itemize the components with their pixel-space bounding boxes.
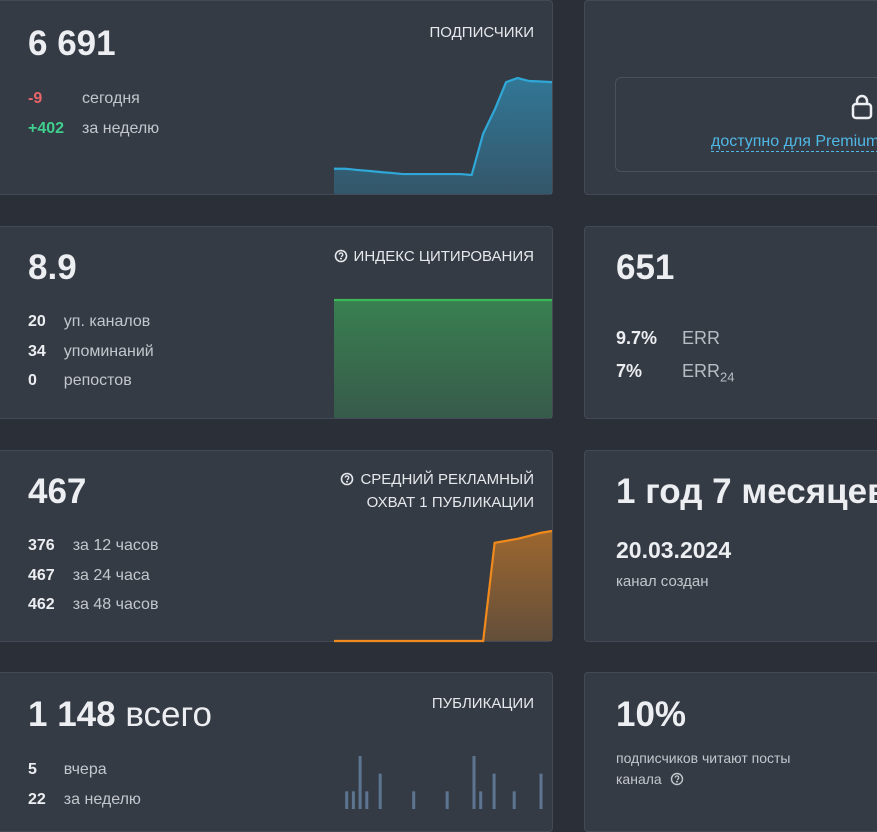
stat-value: 5: [28, 761, 37, 778]
card: [0, 450, 553, 642]
sparkline-bar: [378, 773, 382, 809]
value: 8.9: [28, 248, 77, 287]
stat-text: уп. каналов: [63, 313, 151, 330]
premium-link[interactable]: доступно для Premium: [711, 133, 877, 152]
sparkline-bar: [445, 791, 449, 809]
stats: 5 вчера 22 за неделю: [28, 759, 141, 810]
card: [584, 672, 877, 832]
stat-value: 20: [28, 313, 46, 330]
stat-value: 467: [28, 566, 55, 584]
value: 1 148 всего: [28, 697, 212, 732]
sparkline-bar: [412, 791, 416, 809]
sparkline-bar: [472, 756, 476, 809]
stat-text: за 48 часов: [72, 596, 159, 613]
stat-text: сегодня: [82, 90, 140, 107]
err-label: ERR: [682, 328, 721, 348]
err-label-sub: 24: [720, 369, 735, 385]
card: [584, 226, 877, 419]
card: [584, 0, 877, 195]
lock-icon: [851, 94, 873, 120]
card-label: ПУБЛИКАЦИИ: [431, 695, 534, 712]
caption: подписчиков читают посты канала: [616, 748, 831, 790]
stat-value: -9: [28, 90, 43, 107]
card: [584, 450, 877, 642]
sparkline-area: [334, 78, 552, 194]
card-label: ИНДЕКС ЦИТИРОВАНИЯ: [334, 245, 534, 268]
stat-value: 22: [28, 790, 46, 808]
sparkline-bar: [365, 791, 369, 809]
sparkline-bar: [492, 773, 496, 809]
help-icon[interactable]: [340, 472, 354, 486]
err-value: 9.7%: [616, 328, 658, 348]
value: 1 год 7 месяцев: [616, 472, 877, 511]
err-label-text: ERR: [682, 361, 721, 381]
card-label: ПОДПИСЧИКИ: [429, 24, 534, 41]
stat-text: вчера: [63, 761, 107, 778]
value-number: 1 148: [28, 695, 116, 734]
card-label: СРЕДНИЙ РЕКЛАМНЫЙ ОХВАТ 1 ПУБЛИКАЦИИ: [340, 468, 534, 514]
err-rows: 9.7% ERR 7% ERR24: [616, 327, 734, 389]
value-unit: всего: [125, 695, 212, 734]
stat-value: +402: [28, 119, 65, 137]
value: 467: [28, 472, 87, 511]
date: 20.03.2024: [616, 537, 732, 563]
sparkline-line: [334, 529, 553, 643]
stat-value: 0: [28, 372, 37, 389]
help-icon[interactable]: [334, 249, 348, 263]
stat-text: за 12 часов: [72, 537, 159, 554]
stat-text: за неделю: [82, 119, 160, 137]
stat-value: 462: [28, 596, 55, 613]
sparkline-bar: [479, 791, 483, 809]
sparkline-bar: [358, 756, 362, 809]
stats: -9 сегодня +402 за неделю: [28, 88, 159, 139]
card: [0, 0, 553, 195]
err-value: 7%: [616, 361, 643, 381]
stat-text: за неделю: [63, 790, 141, 808]
stats: 20 уп. каналов 34 упоминаний 0 репостов: [28, 311, 154, 392]
label-text: ИНДЕКС ЦИТИРОВАНИЯ: [353, 248, 534, 265]
sparkline-bar: [512, 791, 516, 809]
value: 651: [616, 248, 675, 287]
sparkline-line: [334, 76, 553, 177]
premium-box: [615, 77, 877, 172]
value: 10%: [616, 695, 687, 734]
stat-text: репостов: [63, 372, 132, 389]
stat-text: упоминаний: [63, 342, 154, 360]
caption: канал создан: [616, 573, 709, 590]
sparkline-bar: [351, 791, 355, 809]
stats: 376 за 12 часов 467 за 24 часа 462 за 48 часо…: [28, 535, 158, 616]
caption-text: подписчиков читают посты канала: [616, 750, 791, 787]
sparkline-area: [334, 300, 552, 418]
value: 6 691: [28, 24, 116, 63]
label-text: ОХВАТ 1 ПУБЛИКАЦИИ: [366, 494, 534, 511]
stat-text: за 24 часа: [72, 566, 150, 584]
card: [0, 672, 553, 832]
err-label: ERR24: [682, 360, 734, 389]
sparkline-bar: [539, 773, 543, 809]
stat-value: 376: [28, 537, 55, 554]
charts: [334, 76, 553, 809]
sparkline-bar: [345, 791, 349, 809]
sparkline-area: [334, 531, 552, 641]
stat-value: 34: [28, 342, 46, 360]
label-text: СРЕДНИЙ РЕКЛАМНЫЙ: [360, 471, 534, 488]
help-icon[interactable]: [670, 772, 684, 786]
